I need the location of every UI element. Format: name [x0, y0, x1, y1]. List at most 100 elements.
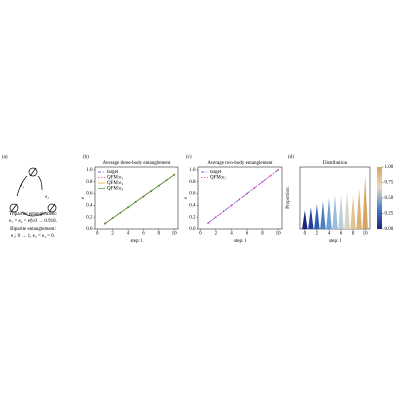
point [246, 192, 248, 195]
panel-a: (a) e₁ e₂ e₃ Tripartite entanglement: e₁… [2, 155, 57, 239]
distribution-peak [350, 194, 356, 229]
point [127, 206, 129, 209]
x-tick-label: 6 [246, 232, 249, 237]
chart-title: Distribution [323, 161, 348, 166]
panel-label: (d) [288, 155, 294, 160]
x-tick-label: 10 [363, 232, 369, 237]
point [207, 222, 210, 224]
point [214, 216, 217, 219]
distribution-peak [308, 207, 314, 229]
colorbar-tick-label: 1.00 [385, 165, 394, 170]
plot-frame [94, 166, 179, 230]
legend-label: QFM:e₁ [210, 176, 226, 181]
x-tick-label: 8 [261, 232, 264, 237]
point [157, 184, 160, 187]
point [261, 180, 264, 183]
point [119, 211, 122, 214]
point [165, 179, 168, 182]
x-tick-label: 8 [158, 232, 161, 237]
x-tick-label: 4 [127, 232, 130, 237]
x-tick-label: 2 [316, 232, 319, 237]
x-tick-label: 4 [328, 232, 331, 237]
point [104, 222, 106, 225]
y-axis-label: Proportion [286, 187, 291, 209]
x-tick-label: 0 [199, 232, 202, 237]
y-tick-label: 0.4 [189, 204, 196, 209]
colorbar-tick-label: 0.75 [385, 181, 394, 186]
point [111, 217, 114, 220]
distribution-peak [302, 210, 308, 229]
y-tick-label: 0.6 [189, 192, 196, 197]
y-axis-label: e [184, 196, 189, 199]
x-tick-label: 10 [276, 232, 282, 237]
point [230, 204, 233, 207]
y-tick-label: 0.8 [189, 180, 196, 185]
y-tick-label: 0.2 [86, 215, 93, 220]
legend-label: QFM:e₁ [107, 176, 123, 181]
y-tick-label: 0.2 [189, 215, 196, 220]
node-label: e₁ [20, 184, 24, 189]
distribution-peak [344, 191, 350, 229]
caption: e₁ = e₂ = e₃: 0 → 0.918. [9, 219, 57, 224]
point [222, 210, 225, 213]
y-tick-label: 1.0 [189, 168, 196, 173]
caption: e₁: 0 → 1, e₂ = e₃ = 0. [11, 234, 55, 239]
point [238, 198, 241, 201]
y-axis-label: e [81, 196, 86, 199]
distribution-peak [356, 188, 362, 229]
distribution-peak [338, 194, 344, 229]
distribution-peak [320, 201, 326, 229]
distribution-peak [332, 194, 338, 229]
point [173, 173, 176, 176]
y-tick-label: 0.4 [86, 204, 93, 209]
distribution-peak [326, 198, 332, 229]
chart-title: Average three-body entanglement [103, 161, 171, 166]
colorbar-tick-label: 0.25 [385, 212, 394, 217]
legend-label: target [107, 170, 119, 175]
panel-label: (b) [83, 155, 89, 160]
series-line [207, 169, 279, 224]
plot-frame [197, 166, 283, 230]
caption: Tripartite entanglement: [9, 212, 57, 217]
x-tick-label: 0 [304, 232, 307, 237]
colorbar-tick-label: 0.00 [385, 227, 394, 232]
distribution-peak [362, 176, 368, 229]
point [150, 190, 153, 192]
point [269, 174, 272, 177]
legend-label: QFM:e₃ [107, 187, 123, 192]
legend-label: QFM:e₂ [107, 181, 123, 186]
series-line [207, 169, 279, 224]
point [142, 195, 145, 198]
x-tick-label: 10 [172, 232, 178, 237]
y-tick-label: 0.0 [86, 227, 93, 232]
x-tick-label: 2 [215, 232, 218, 237]
chart-title: Average two-body entanglement [207, 161, 273, 166]
point [277, 169, 280, 171]
x-tick-label: 8 [352, 232, 355, 237]
caption: Biparite entanglement: [10, 227, 56, 232]
colorbar [377, 167, 382, 229]
y-tick-label: 0.0 [189, 227, 196, 232]
x-axis-label: step: l [130, 239, 143, 244]
panel-label: (c) [186, 155, 192, 160]
series-line [104, 174, 175, 224]
x-axis-label: step: l [329, 239, 342, 244]
distribution-peak [314, 204, 320, 229]
point [134, 200, 137, 203]
y-tick-label: 1.0 [86, 168, 93, 173]
y-tick-label: 0.6 [86, 192, 93, 197]
x-tick-label: 6 [142, 232, 145, 237]
legend-label: target [210, 170, 222, 175]
x-tick-label: 4 [230, 232, 233, 237]
panel-label: (a) [2, 155, 8, 160]
node-label: e₃ [30, 218, 34, 223]
x-tick-label: 0 [96, 232, 99, 237]
x-tick-label: 6 [340, 232, 343, 237]
node-label: e₂ [45, 195, 49, 200]
point [253, 186, 256, 189]
y-tick-label: 0.8 [86, 180, 93, 185]
x-tick-label: 2 [111, 232, 114, 237]
colorbar-tick-label: 0.50 [385, 196, 394, 201]
x-axis-label: step: l [234, 239, 247, 244]
